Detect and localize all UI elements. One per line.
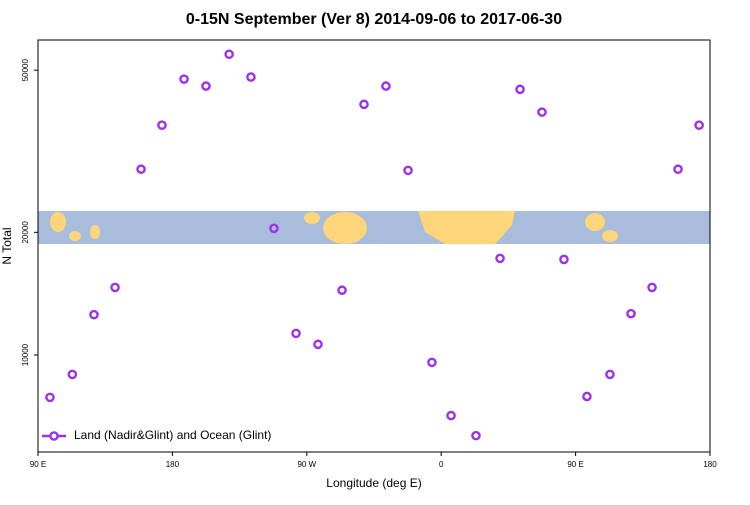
x-tick-label: 0	[439, 460, 444, 469]
point	[337, 285, 347, 296]
x-tick-label: 180	[166, 460, 180, 469]
x-tick-label: 90 E	[30, 460, 46, 469]
x-axis-label: Longitude (deg E)	[326, 476, 421, 490]
point	[246, 72, 256, 82]
point	[269, 223, 279, 234]
y-axis-label: N Total	[0, 227, 14, 264]
y-tick-label: 10000	[21, 343, 30, 366]
point	[45, 392, 55, 403]
legend-label: Land (Nadir&Glint) and Ocean (Glint)	[74, 428, 271, 442]
legend-marker	[49, 431, 59, 441]
point	[201, 81, 211, 91]
point	[179, 74, 189, 84]
y-tick-label: 20000	[21, 221, 30, 244]
point	[403, 165, 413, 176]
point	[136, 164, 146, 175]
point	[67, 369, 78, 380]
point	[626, 308, 636, 319]
point	[515, 84, 525, 95]
point	[381, 81, 391, 91]
point	[471, 430, 481, 441]
x-tick-label: 90 W	[297, 460, 316, 469]
point	[605, 369, 615, 380]
chart-title: 0-15N September (Ver 8) 2014-09-06 to 20…	[186, 11, 562, 28]
point	[427, 357, 437, 368]
point	[537, 107, 547, 117]
point	[446, 410, 456, 421]
map-strip	[38, 211, 710, 244]
point	[559, 254, 569, 265]
point	[647, 282, 657, 293]
plot-frame	[37, 39, 711, 453]
point	[673, 164, 683, 175]
y-tick-label: 50000	[21, 59, 30, 82]
point	[157, 120, 167, 131]
point	[89, 309, 99, 320]
point	[582, 391, 592, 402]
point	[224, 49, 234, 60]
point	[313, 339, 323, 350]
point	[495, 253, 505, 264]
point	[291, 328, 301, 339]
point	[694, 120, 704, 131]
x-tick-label: 180	[703, 460, 717, 469]
point	[359, 99, 369, 110]
point	[110, 282, 120, 293]
x-tick-label: 90 E	[567, 460, 583, 469]
